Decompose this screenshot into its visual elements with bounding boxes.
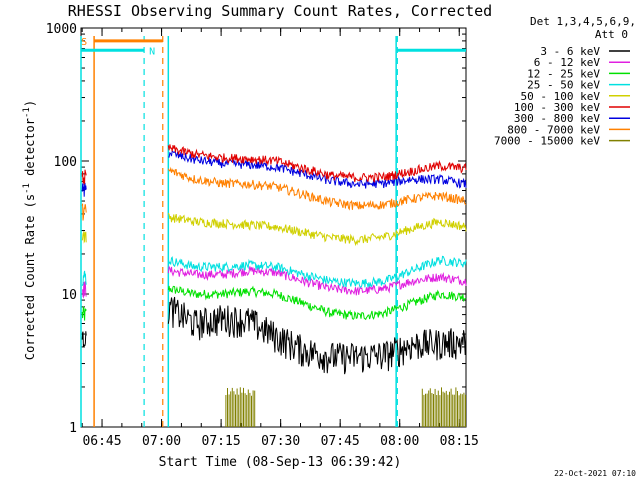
x-tick-label: 07:30 xyxy=(261,434,300,449)
x-tick-label: 08:15 xyxy=(440,434,479,449)
y-tick-label: 1000 xyxy=(46,22,77,37)
x-tick-label: 07:00 xyxy=(142,434,181,449)
x-axis-label: Start Time (08-Sep-13 06:39:42) xyxy=(159,455,402,470)
y-tick-label: 100 xyxy=(54,155,77,170)
series-segment-main xyxy=(167,255,467,288)
series-segment-main xyxy=(167,212,467,247)
series-segment-first xyxy=(81,270,87,286)
y-axis-label-sup1: -1 xyxy=(22,183,32,194)
y-axis-label-end: ) xyxy=(23,100,37,107)
y-tick-label: 10 xyxy=(61,288,77,303)
legend-label: 25 - 50 keV xyxy=(527,79,600,92)
legend-label: 100 - 300 keV xyxy=(514,101,600,114)
legend-label: 300 - 800 keV xyxy=(514,112,600,125)
legend-label: 6 - 12 keV xyxy=(534,56,601,69)
series-segment-first xyxy=(81,169,87,186)
series-segment-first xyxy=(81,231,87,244)
high-energy-band xyxy=(225,387,256,427)
x-tick-label: 08:00 xyxy=(380,434,419,449)
y-tick-label: 1 xyxy=(69,421,77,436)
timestamp: 22-Oct-2021 07:10 xyxy=(554,469,636,478)
plot-area: 1 10 100 1000 06:45 07:00 07:15 07:30 07:45 08:00… xyxy=(46,22,479,449)
legend-label: 800 - 7000 keV xyxy=(507,123,600,136)
series-trace xyxy=(81,150,467,197)
night-flag-label: N xyxy=(149,46,155,57)
series-trace xyxy=(81,285,467,321)
series-segment-first xyxy=(81,331,87,347)
x-tick-label: 07:15 xyxy=(202,434,241,449)
legend-header-2: Att 0 xyxy=(595,28,628,41)
series-trace xyxy=(81,144,467,186)
series-trace xyxy=(81,255,467,288)
x-tick-label: 06:45 xyxy=(82,434,121,449)
series-segment-main xyxy=(167,265,467,296)
high-energy-band xyxy=(421,387,466,427)
legend-label: 12 - 25 keV xyxy=(527,67,600,80)
x-tick-label: 07:45 xyxy=(321,434,360,449)
series-segment-first xyxy=(81,306,87,321)
legend-label: 3 - 6 keV xyxy=(540,45,600,58)
y-axis-label-main: Corrected Count Rate (s xyxy=(23,194,37,360)
series-trace xyxy=(81,296,467,375)
saa-flag-label: S xyxy=(81,37,87,48)
legend-label: 7000 - 15000 keV xyxy=(494,135,600,148)
series-segment-main xyxy=(167,166,467,211)
legend-label: 50 - 100 keV xyxy=(521,90,601,103)
series-segment-first xyxy=(82,281,87,299)
series-segment-main xyxy=(167,285,467,321)
series-segment-main xyxy=(167,144,467,183)
y-axis-label-sup2: -1 xyxy=(22,107,32,118)
series-segment-first xyxy=(81,182,87,197)
series-trace xyxy=(82,265,467,299)
series-trace xyxy=(81,166,467,221)
chart-title: RHESSI Observing Summary Count Rates, Co… xyxy=(68,2,492,20)
series-trace xyxy=(81,212,467,247)
y-axis-label-mid: detector xyxy=(23,118,37,183)
series-segment-first xyxy=(81,203,87,221)
legend-header-1: Det 1,3,4,5,6,9, xyxy=(530,15,636,28)
series-segment-main xyxy=(167,296,467,375)
series-segment-main xyxy=(168,150,467,189)
y-axis-label: Corrected Count Rate (s-1 detector-1) xyxy=(22,100,37,360)
